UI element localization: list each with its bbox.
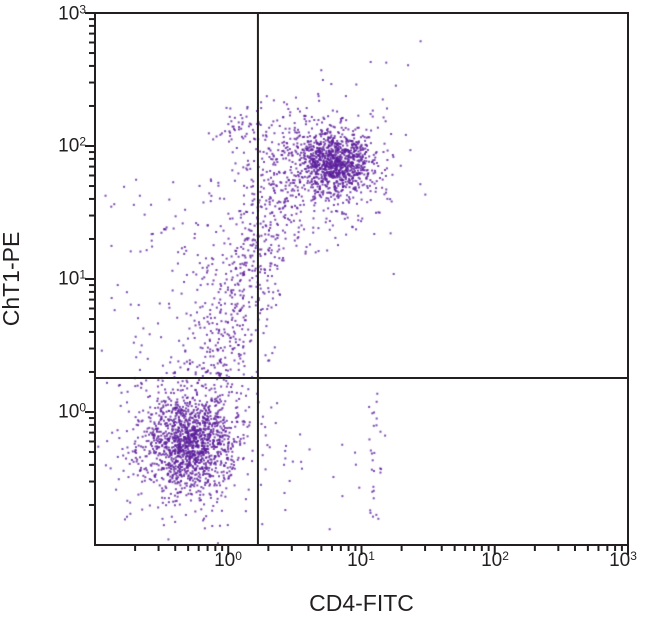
y-tick-label-1000: 103: [58, 2, 86, 25]
x-tick-label-1: 100: [214, 549, 242, 571]
x-tick-label-10: 101: [347, 549, 375, 571]
x-tick-label-100: 102: [481, 549, 509, 571]
y-tick-label-1: 100: [58, 400, 86, 423]
y-tick-label-100: 102: [58, 134, 86, 157]
x-axis-title: CD4-FITC: [309, 590, 414, 616]
y-tick-label-10: 101: [58, 267, 86, 290]
y-axis-title: ChT1-PE: [0, 231, 24, 327]
x-tick-label-1000: 103: [609, 549, 637, 571]
plot-frame: [94, 12, 629, 546]
